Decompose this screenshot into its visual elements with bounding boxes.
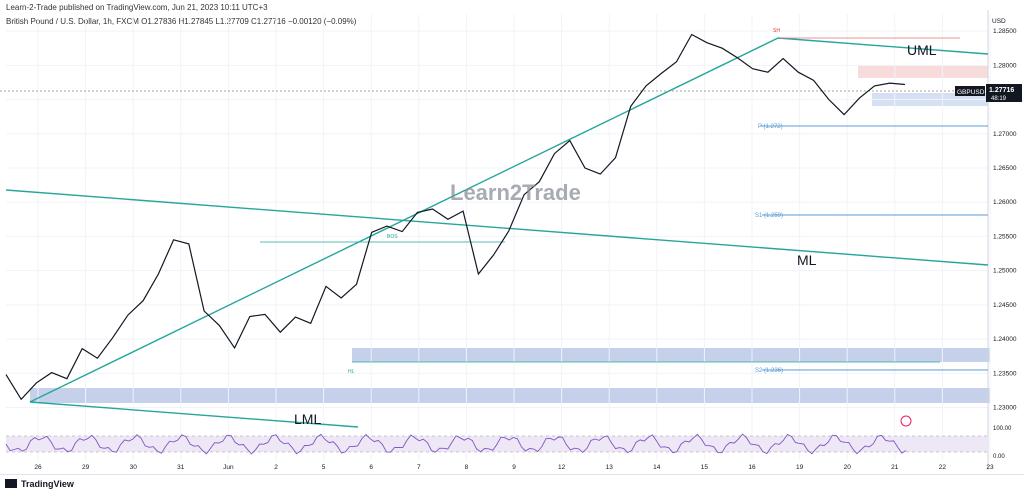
y-tick-label: 1.25500 bbox=[993, 233, 1017, 240]
fork-upper-line-uml[interactable] bbox=[777, 37, 989, 55]
price-series-line bbox=[5, 33, 906, 401]
x-tick-label: 21 bbox=[891, 464, 899, 471]
y-axis-unit: USD bbox=[992, 18, 1006, 25]
x-tick-label: 9 bbox=[512, 464, 516, 471]
label-pivot: P (1.272) bbox=[758, 124, 783, 130]
y-tick-label: 1.26500 bbox=[993, 165, 1017, 172]
price-chart[interactable]: 1.23000 1.23500 1.24000 1.24500 1.25000 1.255… bbox=[0, 0, 1024, 474]
publisher-line: Learn-2-Trade published on TradingView.c… bbox=[6, 3, 268, 12]
symbol-tag bbox=[955, 86, 985, 96]
y-tick-label: 1.24000 bbox=[993, 336, 1017, 343]
fork-lower-line-lml[interactable] bbox=[29, 401, 359, 428]
fork-handle-line[interactable] bbox=[29, 37, 779, 403]
tradingview-logo[interactable]: TradingView bbox=[5, 479, 74, 489]
label-lml: LML bbox=[294, 411, 321, 427]
footer-logo-text: TradingView bbox=[21, 479, 74, 489]
y-tick-label: 1.24500 bbox=[993, 302, 1017, 309]
x-tick-label: 20 bbox=[844, 464, 852, 471]
price-axis: 1.23000 1.23500 1.24000 1.24500 1.25000 1.255… bbox=[987, 10, 1017, 470]
label-hl: HL bbox=[348, 369, 355, 375]
x-tick-label: 5 bbox=[322, 464, 326, 471]
watermark: Learn2Trade bbox=[450, 180, 581, 205]
y-tick-label: 1.26000 bbox=[993, 199, 1017, 206]
price-tag bbox=[986, 84, 1022, 102]
rsi-series-line bbox=[5, 433, 907, 455]
time-axis: 26 29 30 31 Jun 2 5 6 7 8 9 12 13 14 15 16 19 20 21 22 23 bbox=[34, 464, 994, 471]
x-tick-label: 15 bbox=[701, 464, 709, 471]
x-tick-label: 23 bbox=[986, 464, 994, 471]
x-tick-label: 13 bbox=[606, 464, 614, 471]
x-tick-label: 14 bbox=[653, 464, 661, 471]
x-tick-label: 31 bbox=[177, 464, 185, 471]
label-uml: UML bbox=[907, 42, 937, 58]
demand-zone-lower bbox=[30, 388, 990, 403]
footer-bar: TradingView bbox=[0, 474, 1024, 495]
y-tick-label: 1.27000 bbox=[993, 131, 1017, 138]
x-tick-label: 22 bbox=[939, 464, 947, 471]
price-tag-value: 1.27716 bbox=[989, 87, 1014, 94]
label-ml: ML bbox=[797, 252, 817, 268]
tradingview-logo-icon bbox=[5, 479, 17, 488]
rsi-top-label: 100.00 bbox=[993, 426, 1012, 432]
rsi-bottom-label: 0.00 bbox=[993, 454, 1005, 460]
x-tick-label: 29 bbox=[82, 464, 90, 471]
label-s1: S1 (1.259) bbox=[755, 213, 783, 219]
symbol-tag-label: GBPUSD bbox=[957, 89, 985, 96]
y-tick-label: 1.28500 bbox=[993, 28, 1017, 35]
x-tick-label: 7 bbox=[417, 464, 421, 471]
x-tick-label: 8 bbox=[465, 464, 469, 471]
x-tick-label: 30 bbox=[130, 464, 138, 471]
x-tick-label: 12 bbox=[558, 464, 566, 471]
label-bos: BOS bbox=[387, 234, 398, 240]
alert-icon[interactable] bbox=[900, 415, 912, 427]
resistance-zone bbox=[858, 66, 988, 78]
x-tick-label: 16 bbox=[748, 464, 756, 471]
x-tick-label: Jun bbox=[223, 464, 234, 471]
x-tick-label: 19 bbox=[796, 464, 804, 471]
y-tick-label: 1.23000 bbox=[993, 404, 1017, 411]
y-tick-label: 1.28000 bbox=[993, 62, 1017, 69]
fork-median-line-ml[interactable] bbox=[5, 189, 989, 266]
x-tick-label: 26 bbox=[34, 464, 42, 471]
price-tag-countdown: 48:19 bbox=[991, 96, 1007, 102]
y-tick-label: 1.25000 bbox=[993, 268, 1017, 275]
label-sh: SH bbox=[773, 28, 780, 34]
label-s2: S2 (1.236) bbox=[755, 368, 783, 374]
demand-zone-upper bbox=[352, 348, 990, 362]
x-tick-label: 2 bbox=[274, 464, 278, 471]
x-tick-label: 6 bbox=[369, 464, 373, 471]
y-tick-label: 1.23500 bbox=[993, 370, 1017, 377]
